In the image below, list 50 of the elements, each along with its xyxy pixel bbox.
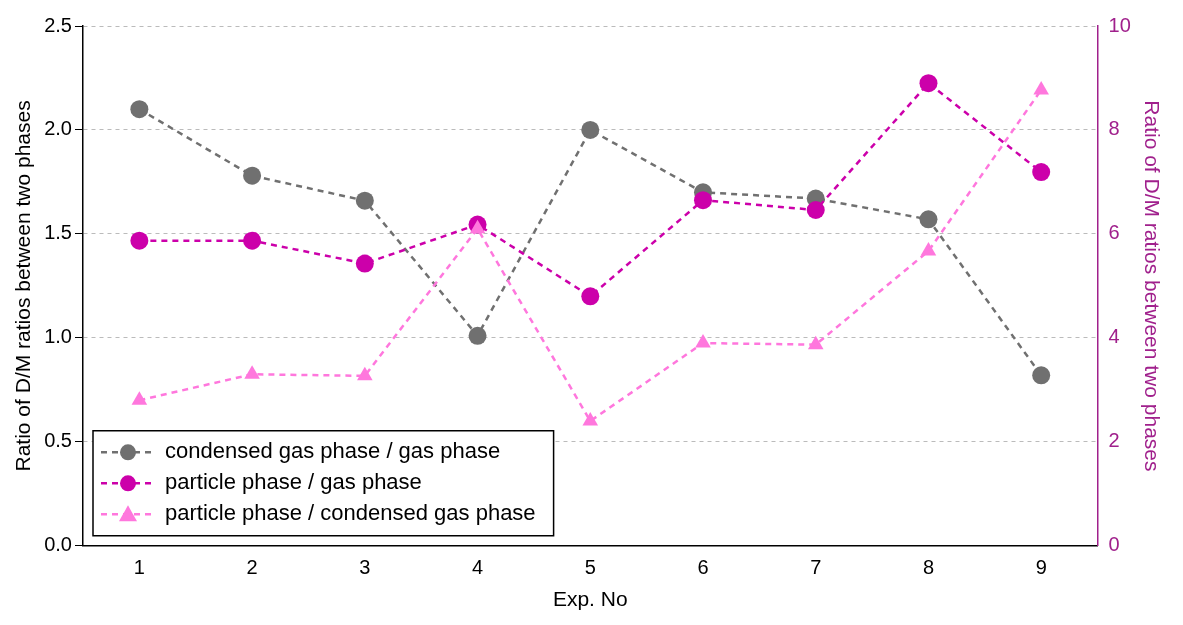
point <box>244 365 260 379</box>
point <box>807 335 824 350</box>
point <box>355 191 374 210</box>
point <box>694 191 713 210</box>
x-tick-label: 3 <box>359 556 371 579</box>
point <box>130 100 149 119</box>
y2-tick-label: 10 <box>1108 13 1131 36</box>
point <box>582 412 599 426</box>
point <box>243 231 262 250</box>
y2-tick-label: 0 <box>1108 533 1120 556</box>
point <box>1032 163 1051 182</box>
y-axis-title: Ratio of D/M ratios between two phases <box>11 100 35 472</box>
y-tick-label: 0.5 <box>44 429 72 452</box>
point <box>243 166 262 185</box>
point <box>581 120 600 139</box>
legend-label: condensed gas phase / gas phase <box>165 438 501 464</box>
point <box>469 219 486 234</box>
point <box>1032 366 1051 385</box>
legend-label: particle phase / gas phase <box>165 469 422 495</box>
y2-tick-label: 6 <box>1108 221 1120 244</box>
x-axis-title: Exp. No <box>552 587 628 611</box>
point <box>131 391 148 405</box>
x-tick-label: 4 <box>471 556 484 579</box>
legend-label: particle phase / condensed gas phase <box>165 500 536 526</box>
x-tick-label: 6 <box>697 556 709 579</box>
y2-tick-label: 4 <box>1108 325 1120 348</box>
y2-axis-title: Ratio of D/M ratios between two phases <box>1140 100 1164 472</box>
point <box>468 326 487 345</box>
y2-tick-label: 2 <box>1108 429 1120 452</box>
y-tick-label: 2.5 <box>44 13 72 36</box>
x-tick-label: 7 <box>810 556 822 579</box>
y-tick-label: 2.0 <box>44 117 72 140</box>
point <box>695 334 711 348</box>
point <box>130 231 149 250</box>
y-tick-label: 1.5 <box>44 221 72 244</box>
x-tick-label: 5 <box>584 556 596 579</box>
point <box>920 242 937 256</box>
y-tick-label: 1.0 <box>44 325 72 348</box>
point <box>919 74 938 93</box>
y-tick-label: 0.0 <box>44 533 72 556</box>
x-tick-label: 9 <box>1035 556 1047 579</box>
point <box>357 366 373 381</box>
x-tick-label: 1 <box>133 556 145 579</box>
point <box>806 201 825 220</box>
point <box>581 287 600 306</box>
y2-tick-label: 8 <box>1108 117 1120 140</box>
point <box>919 210 938 229</box>
point <box>355 254 374 273</box>
x-tick-label: 8 <box>922 556 935 579</box>
x-tick-label: 2 <box>246 556 258 579</box>
